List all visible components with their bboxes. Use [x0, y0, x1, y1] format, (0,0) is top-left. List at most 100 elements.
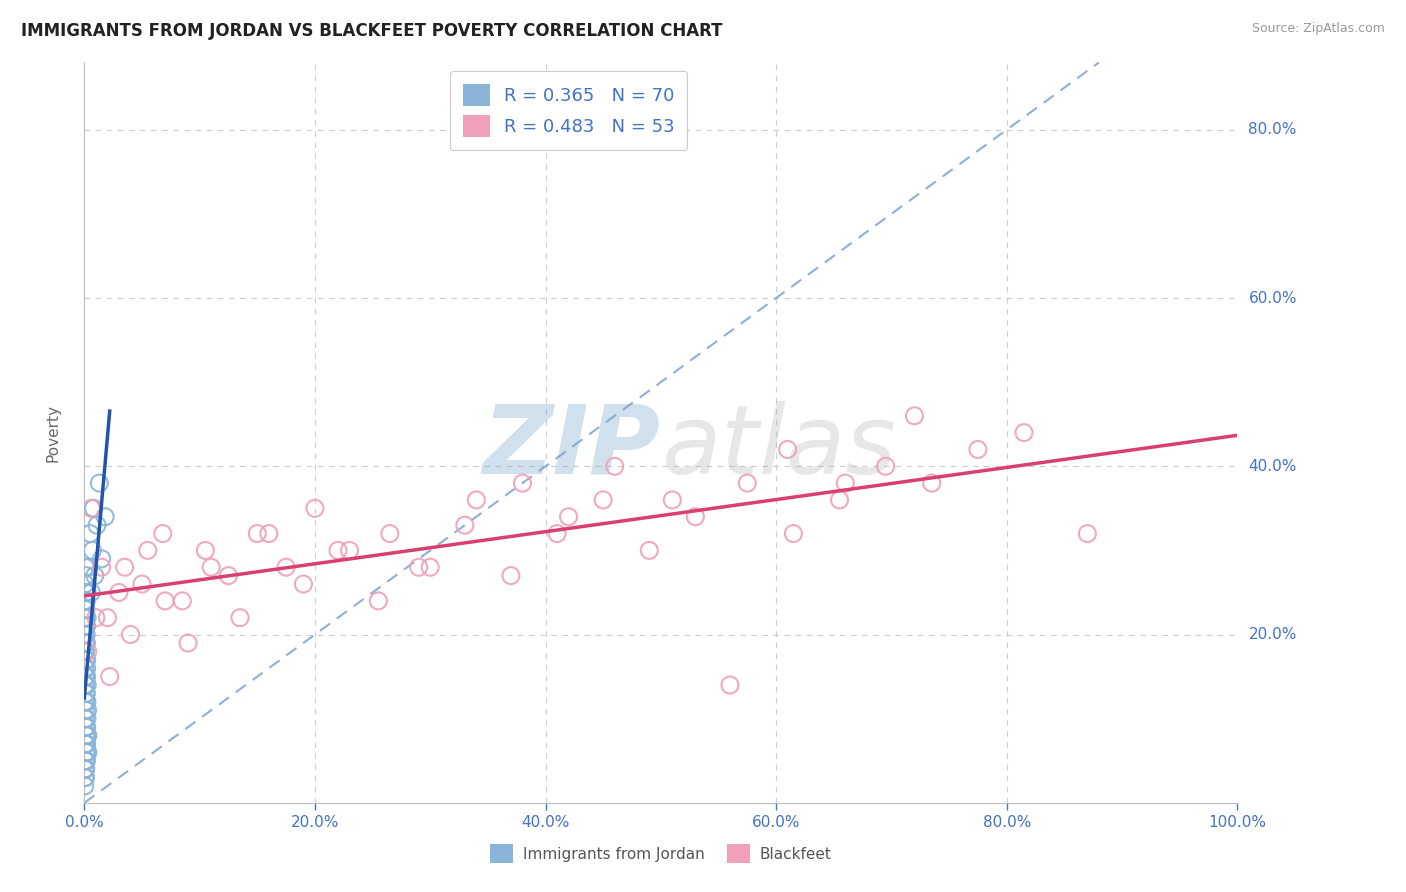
Point [76, 695, 98, 709]
Point [94, 509, 117, 524]
Point [638, 543, 661, 558]
Point [89, 476, 111, 491]
Point [903, 409, 925, 423]
Point [73, 610, 96, 624]
Point [292, 577, 315, 591]
Point [75, 636, 97, 650]
Point [75, 602, 97, 616]
Point [737, 476, 759, 491]
Point [96, 610, 118, 624]
Point [114, 560, 136, 574]
Point [84, 610, 107, 624]
Text: 20.0%: 20.0% [1249, 627, 1296, 642]
Point [76, 729, 98, 743]
Point [200, 560, 222, 574]
Point [75, 737, 97, 751]
Point [120, 627, 142, 641]
Point [76, 619, 98, 633]
Point [75, 670, 97, 684]
Point [465, 492, 488, 507]
Point [75, 695, 97, 709]
Point [75, 703, 97, 717]
Point [75, 602, 97, 616]
Point [718, 678, 741, 692]
Point [76, 729, 98, 743]
Point [76, 745, 98, 759]
Point [136, 543, 159, 558]
Point [834, 476, 856, 491]
Point [408, 560, 430, 574]
Point [75, 636, 97, 650]
Point [75, 737, 97, 751]
Point [73, 627, 96, 641]
Point [75, 762, 97, 776]
Point [172, 594, 194, 608]
Point [685, 509, 707, 524]
Point [76, 737, 98, 751]
Point [776, 442, 799, 457]
Point [90, 560, 112, 574]
Point [75, 560, 97, 574]
Text: 60.0%: 60.0% [1249, 291, 1296, 305]
Point [557, 509, 579, 524]
Legend: Immigrants from Jordan, Blackfeet: Immigrants from Jordan, Blackfeet [484, 838, 838, 869]
Point [218, 568, 240, 582]
Point [229, 610, 252, 624]
Point [76, 585, 98, 599]
Point [257, 526, 280, 541]
Point [828, 492, 851, 507]
Point [499, 568, 522, 582]
Point [75, 678, 97, 692]
Point [75, 627, 97, 641]
Point [90, 551, 112, 566]
Point [76, 661, 98, 675]
Point [83, 501, 105, 516]
Point [276, 560, 298, 574]
Point [367, 594, 389, 608]
Point [875, 459, 897, 474]
Point [76, 644, 98, 658]
Point [75, 712, 97, 726]
Point [1076, 526, 1098, 541]
Point [75, 644, 97, 658]
Text: Source: ZipAtlas.com: Source: ZipAtlas.com [1251, 22, 1385, 36]
Point [76, 610, 98, 624]
Point [98, 670, 121, 684]
Text: IMMIGRANTS FROM JORDAN VS BLACKFEET POVERTY CORRELATION CHART: IMMIGRANTS FROM JORDAN VS BLACKFEET POVE… [21, 22, 723, 40]
Point [76, 703, 98, 717]
Text: 40.0%: 40.0% [1249, 458, 1296, 474]
Point [73, 762, 96, 776]
Point [83, 568, 105, 582]
Point [76, 720, 98, 734]
Point [108, 585, 131, 599]
Point [77, 560, 100, 574]
Point [75, 594, 97, 608]
Point [76, 712, 98, 726]
Point [75, 585, 97, 599]
Point [75, 653, 97, 667]
Point [546, 526, 568, 541]
Point [194, 543, 217, 558]
Point [73, 779, 96, 793]
Text: atlas: atlas [661, 401, 896, 494]
Point [75, 771, 97, 785]
Point [75, 745, 97, 759]
Point [82, 543, 104, 558]
Point [967, 442, 990, 457]
Point [73, 695, 96, 709]
Point [75, 619, 97, 633]
Point [73, 661, 96, 675]
Point [454, 518, 477, 533]
Point [1012, 425, 1035, 440]
Point [80, 501, 103, 516]
Y-axis label: Poverty: Poverty [46, 403, 60, 462]
Point [177, 636, 200, 650]
Point [79, 526, 101, 541]
Point [75, 610, 97, 624]
Point [73, 594, 96, 608]
Point [75, 729, 97, 743]
Point [153, 594, 176, 608]
Point [73, 771, 96, 785]
Point [246, 526, 269, 541]
Point [152, 526, 174, 541]
